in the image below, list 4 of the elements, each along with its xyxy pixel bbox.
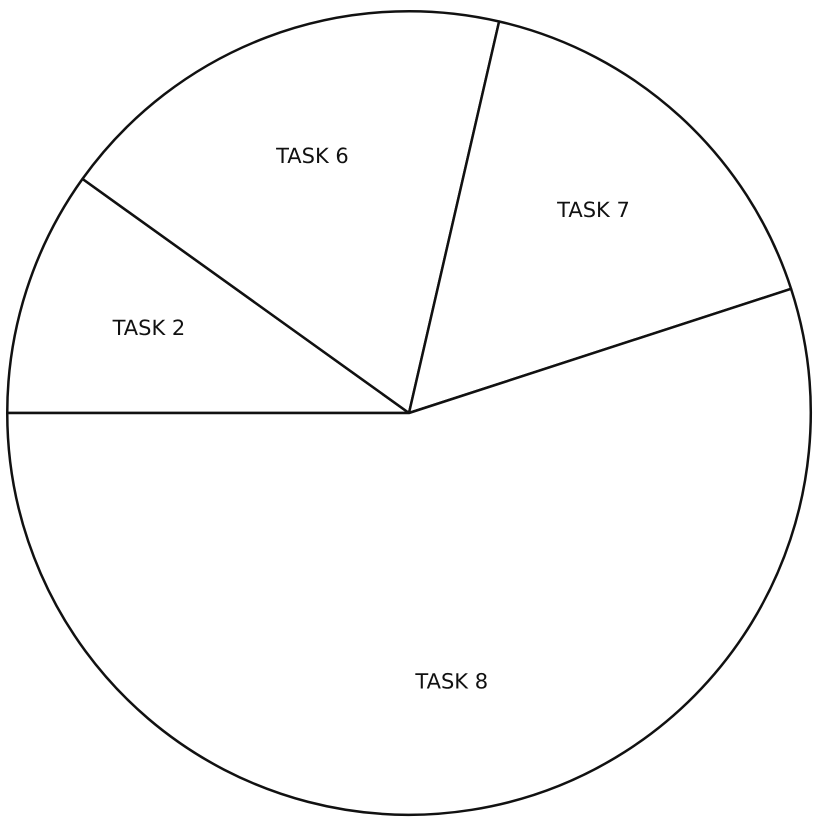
slice-label: TASK 8: [414, 669, 488, 694]
slice-label: TASK 7: [556, 198, 630, 222]
slice-label: TASK 2: [112, 316, 186, 340]
slice-label: TASK 6: [275, 144, 349, 168]
